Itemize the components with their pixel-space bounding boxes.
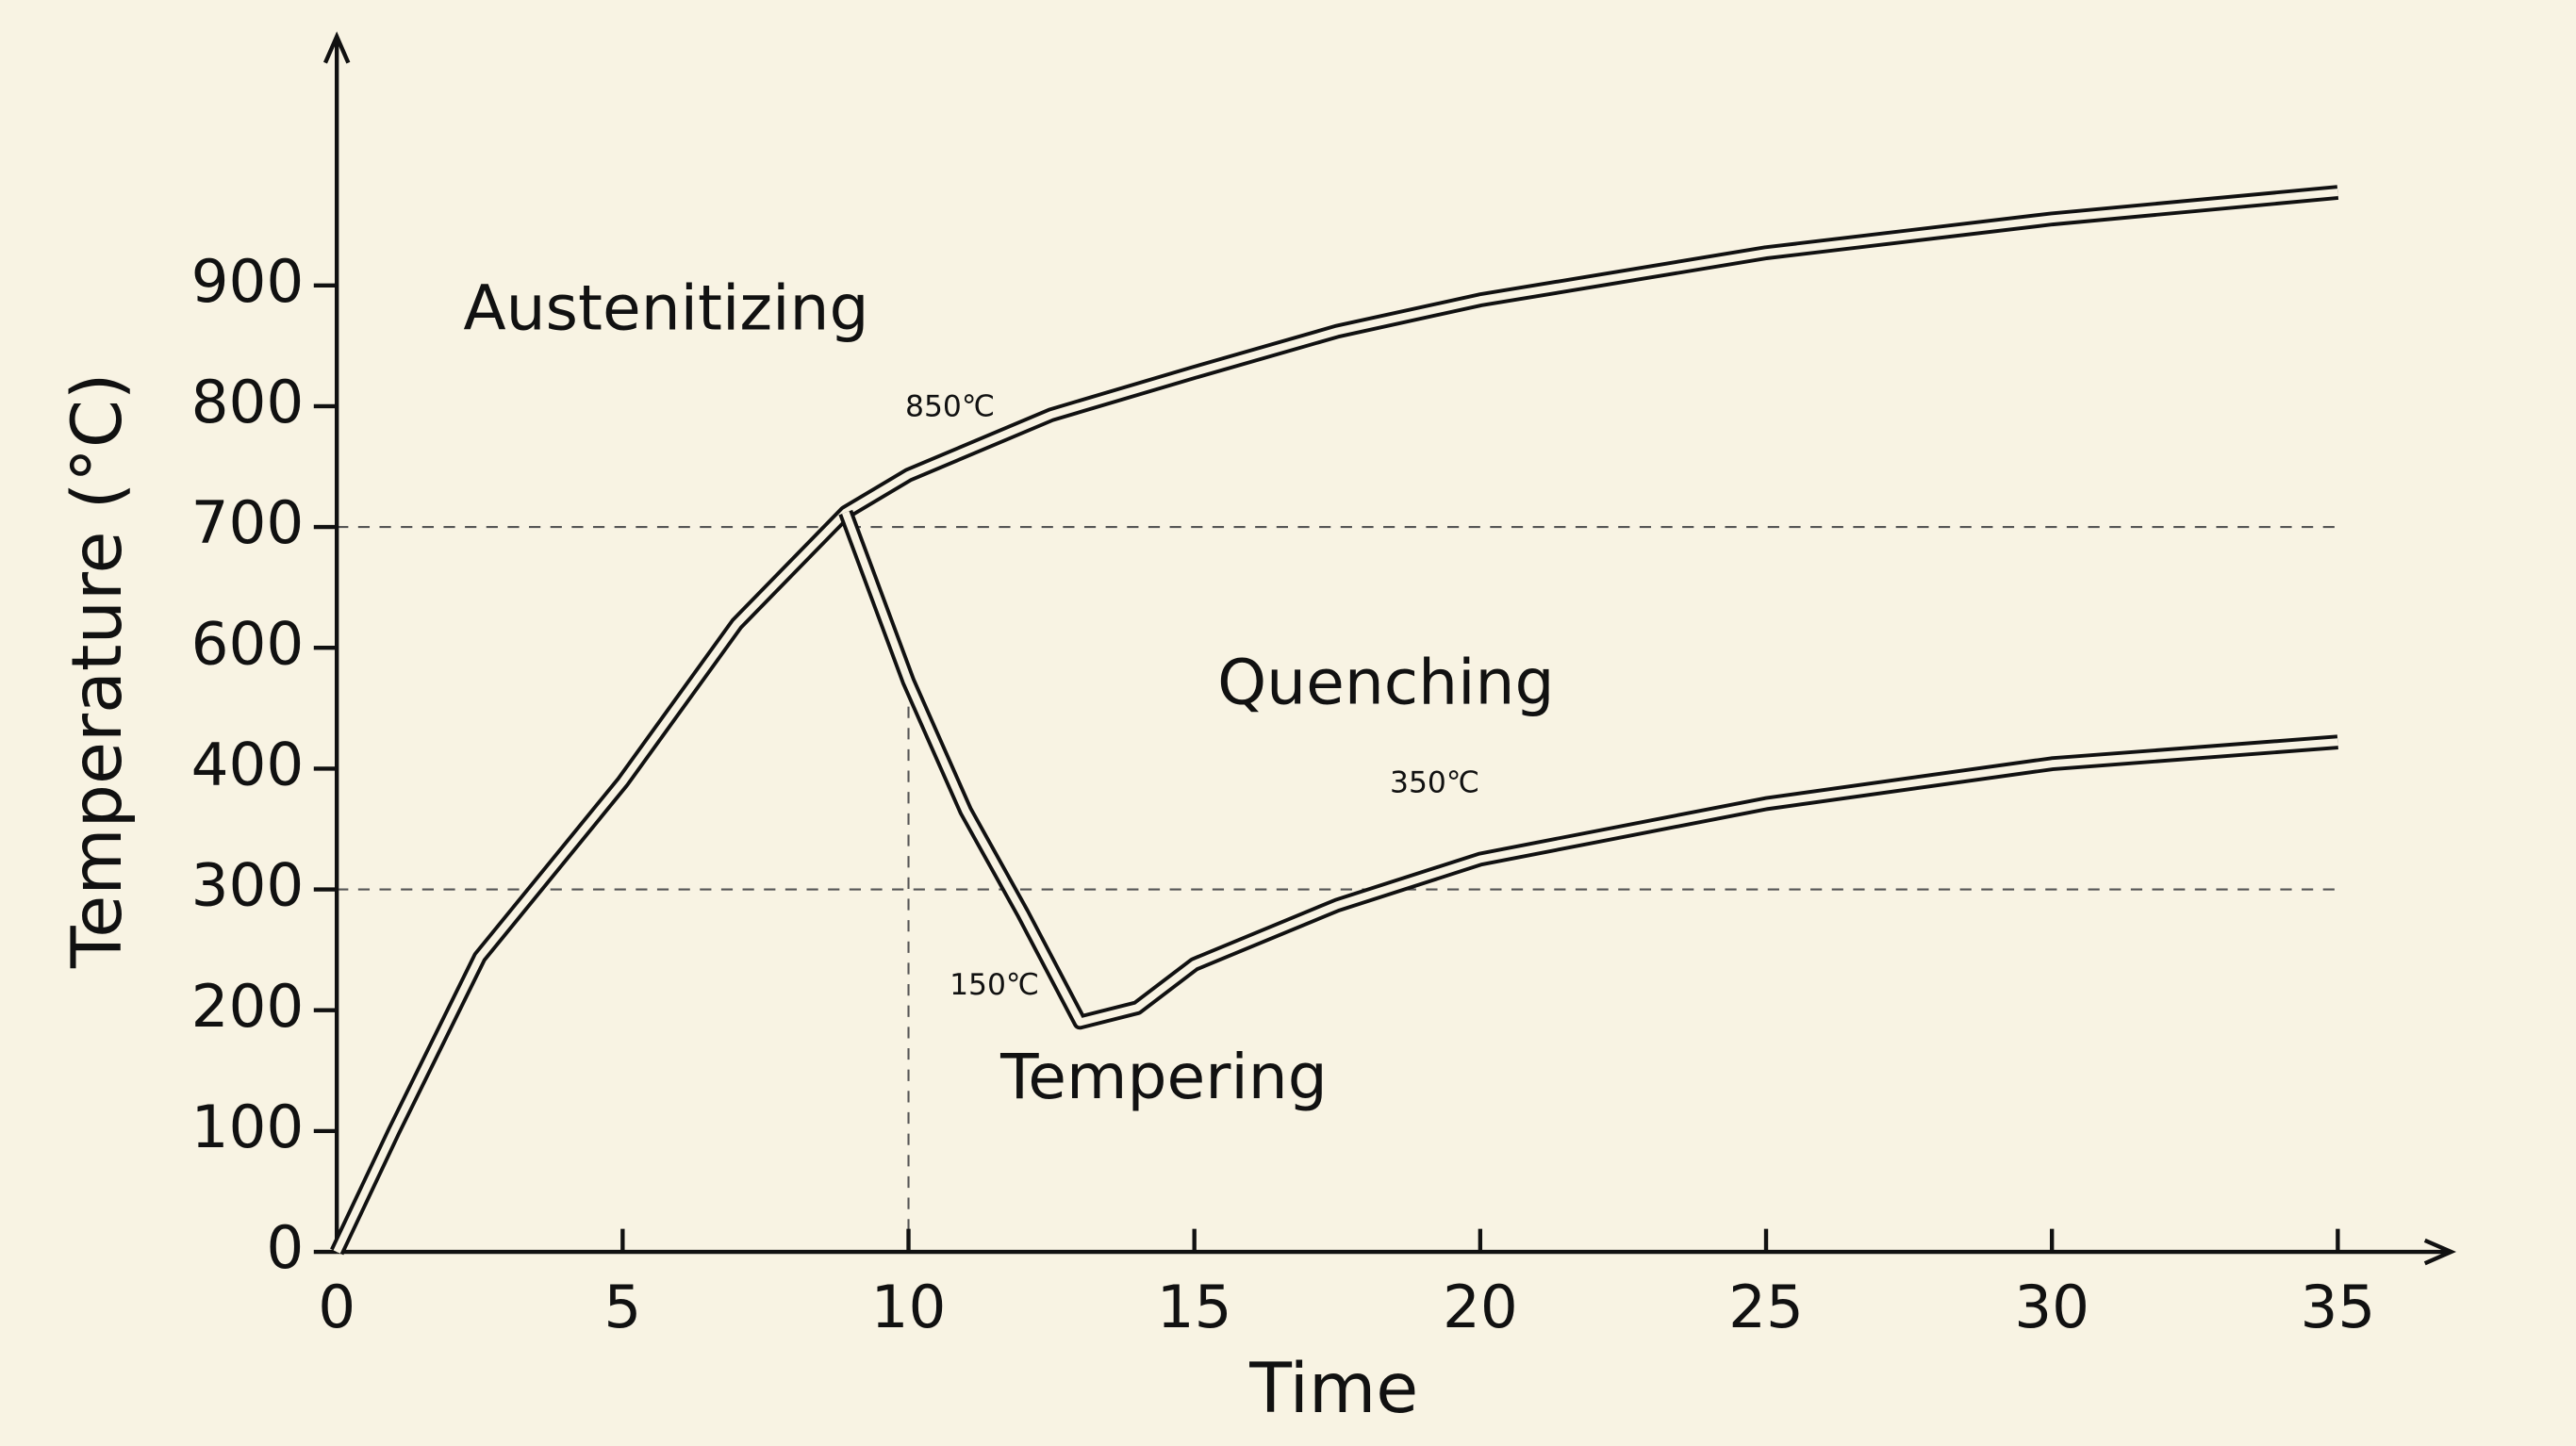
y-axis (322, 31, 351, 1253)
annotation: Austenitizing (463, 271, 868, 344)
y-tick-label: 0 (266, 1213, 304, 1282)
x-tick-label: 15 (1157, 1273, 1232, 1341)
y-tick-label: 600 (191, 609, 305, 678)
annotation: Tempering (999, 1041, 1328, 1113)
x-tick-label: 20 (1443, 1273, 1518, 1341)
x-tick-label: 30 (2014, 1273, 2089, 1341)
annotation: 350℃ (1390, 765, 1479, 799)
x-tick-label: 25 (1728, 1273, 1804, 1341)
x-axis-label: Time (1248, 1349, 1418, 1429)
x-axis (337, 1238, 2457, 1266)
series-line (330, 185, 2339, 1256)
y-tick-label: 800 (191, 368, 305, 436)
series-line-inner (333, 189, 2338, 1254)
y-tick-label: 400 (191, 730, 305, 798)
annotation: Quenching (1217, 647, 1554, 719)
y-tick-label: 900 (191, 247, 305, 316)
y-axis-label: Temperature (°C) (58, 373, 138, 969)
x-tick-label: 35 (2300, 1273, 2375, 1341)
x-tick-label: 5 (603, 1273, 641, 1341)
y-tick-label: 300 (191, 851, 305, 920)
x-tick-label: 10 (871, 1273, 947, 1341)
series-line (838, 509, 2338, 1030)
y-tick-label: 200 (191, 972, 305, 1041)
y-tick-label: 700 (191, 488, 305, 557)
series-line-inner (842, 511, 2338, 1027)
x-tick-label: 0 (318, 1273, 355, 1341)
annotation: 150℃ (949, 968, 1039, 1002)
annotation: 850℃ (905, 389, 995, 423)
y-tick-label: 100 (191, 1093, 305, 1161)
